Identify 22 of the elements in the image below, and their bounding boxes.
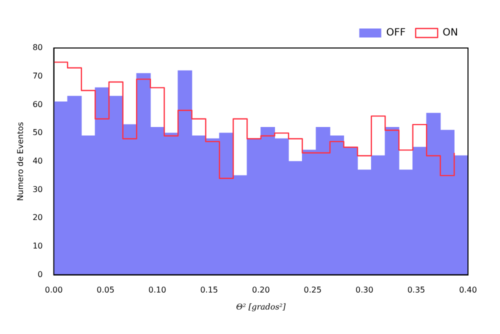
y-tick-label: 60 (32, 100, 43, 109)
x-tick-label: 0.05 (96, 286, 114, 295)
legend-label: ON (442, 28, 458, 39)
x-tick-label: 0.10 (148, 286, 166, 295)
x-tick-label: 0.00 (44, 286, 63, 295)
y-tick-label: 30 (32, 184, 43, 194)
legend-label: OFF (386, 28, 406, 39)
x-tick-label: 0.15 (200, 286, 218, 295)
y-axis-title: Numero de Eventos (16, 122, 25, 201)
y-tick-label: 80 (32, 43, 43, 52)
x-tick-label: 0.35 (407, 286, 426, 295)
y-tick-label: 70 (32, 71, 43, 80)
x-axis-title: Θ² [grados²] (236, 302, 287, 312)
y-tick-label: 40 (32, 156, 43, 166)
x-tick-label: 0.20 (252, 286, 270, 295)
y-tick-label: 0 (38, 270, 43, 279)
x-tick-label: 0.40 (459, 286, 477, 295)
y-tick-label: 20 (32, 213, 43, 222)
x-tick-label: 0.25 (304, 286, 322, 295)
x-tick-label: 0.30 (356, 286, 374, 295)
y-tick-label: 10 (32, 242, 43, 251)
y-tick-label: 50 (32, 128, 43, 138)
